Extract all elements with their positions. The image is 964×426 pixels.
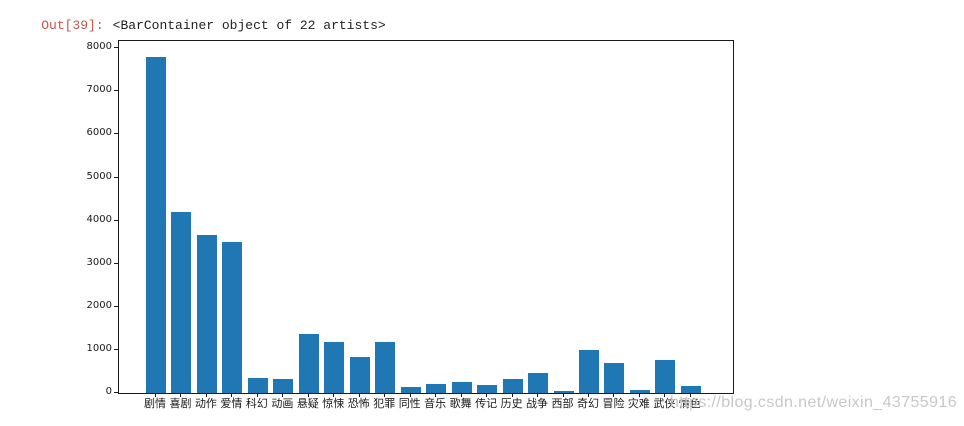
x-tick-mark [638,393,640,397]
x-tick-mark [486,393,488,397]
out-prompt: Out[39]: [41,18,104,33]
y-tick-mark [114,219,118,221]
y-tick-label: 2000 [86,299,112,311]
y-tick-label: 6000 [86,127,112,139]
x-tick-mark [664,393,666,397]
x-tick-label: 音乐 [424,397,447,410]
y-tick-mark [114,176,118,178]
x-tick-mark [613,393,615,397]
bar-情色 [680,386,701,393]
bar-传记 [477,385,498,393]
y-tick-mark [114,47,118,49]
y-tick-label: 0 [105,386,112,397]
x-tick-mark [562,393,564,397]
y-tick-label: 3000 [86,256,112,268]
x-tick-mark [460,393,462,397]
x-tick-mark [511,393,513,397]
bar-武侠 [655,359,676,393]
x-tick-mark [307,393,309,397]
x-tick-label: 传记 [475,397,498,410]
bar-灾难 [629,390,650,393]
x-tick-mark [358,393,360,397]
bar-剧情 [146,56,166,393]
x-tick-mark [537,393,539,397]
bar-犯罪 [375,341,396,393]
bar-歌舞 [451,381,472,393]
bar-战争 [528,373,549,393]
watermark: https://blog.csdn.net/weixin_43755916 [670,394,957,411]
x-tick-label: 惊悚 [322,397,345,410]
x-tick-label: 冒险 [602,397,625,410]
x-tick-label: 歌舞 [449,397,472,410]
bar-悬疑 [298,334,319,393]
bar-奇幻 [578,349,599,393]
x-tick-label: 西部 [551,397,574,410]
bar-同性 [400,386,421,393]
x-tick-mark [231,393,233,397]
bar-动画 [273,378,294,393]
x-tick-label: 奇幻 [576,397,599,410]
x-tick-label: 武侠 [653,397,676,410]
y-tick-label: 8000 [86,41,112,53]
bar-音乐 [426,384,447,393]
bar-历史 [502,379,523,393]
x-tick-mark [256,393,258,397]
x-tick-label: 灾难 [627,397,650,410]
bar-科幻 [247,377,268,393]
x-tick-mark [409,393,411,397]
bar-爱情 [222,241,243,393]
bar-动作 [196,235,217,393]
x-tick-mark [384,393,386,397]
x-tick-label: 犯罪 [373,397,396,410]
x-tick-mark [155,393,156,397]
x-tick-mark [689,393,691,397]
x-tick-mark [333,393,335,397]
console-output-line: Out[39]: <BarContainer object of 22 artis… [10,3,386,48]
x-tick-mark [282,393,284,397]
x-tick-mark [205,393,207,397]
x-tick-label: 爱情 [220,397,243,410]
bar-喜剧 [171,212,192,393]
y-tick-mark [114,262,118,264]
x-tick-mark [180,393,182,397]
y-tick-label: 7000 [86,84,112,96]
bar-恐怖 [349,356,370,393]
x-tick-mark [587,393,589,397]
x-tick-label: 剧情 [144,397,166,410]
x-tick-label: 历史 [500,397,523,410]
y-tick-mark [114,133,118,135]
bar-惊悚 [324,342,345,393]
x-tick-label: 喜剧 [169,397,192,410]
x-tick-label: 恐怖 [347,397,370,410]
x-tick-label: 动作 [194,397,217,410]
bar-西部 [553,390,574,393]
x-tick-mark [435,393,437,397]
out-value-text: <BarContainer object of 22 artists> [112,18,386,33]
y-tick-label: 5000 [86,170,112,182]
x-tick-label: 悬疑 [296,397,319,410]
y-tick-mark [114,392,118,393]
y-tick-mark [114,348,118,350]
x-tick-label: 科幻 [245,397,268,410]
x-tick-label: 同性 [398,397,421,410]
y-tick-mark [114,90,118,92]
y-tick-label: 4000 [86,213,112,225]
plot-area [118,40,734,394]
y-tick-label: 1000 [86,342,112,354]
x-tick-label: 情色 [678,397,701,410]
bar-冒险 [604,362,625,393]
x-tick-label: 动画 [271,397,294,410]
x-tick-label: 战争 [526,397,549,410]
y-tick-mark [114,305,118,307]
